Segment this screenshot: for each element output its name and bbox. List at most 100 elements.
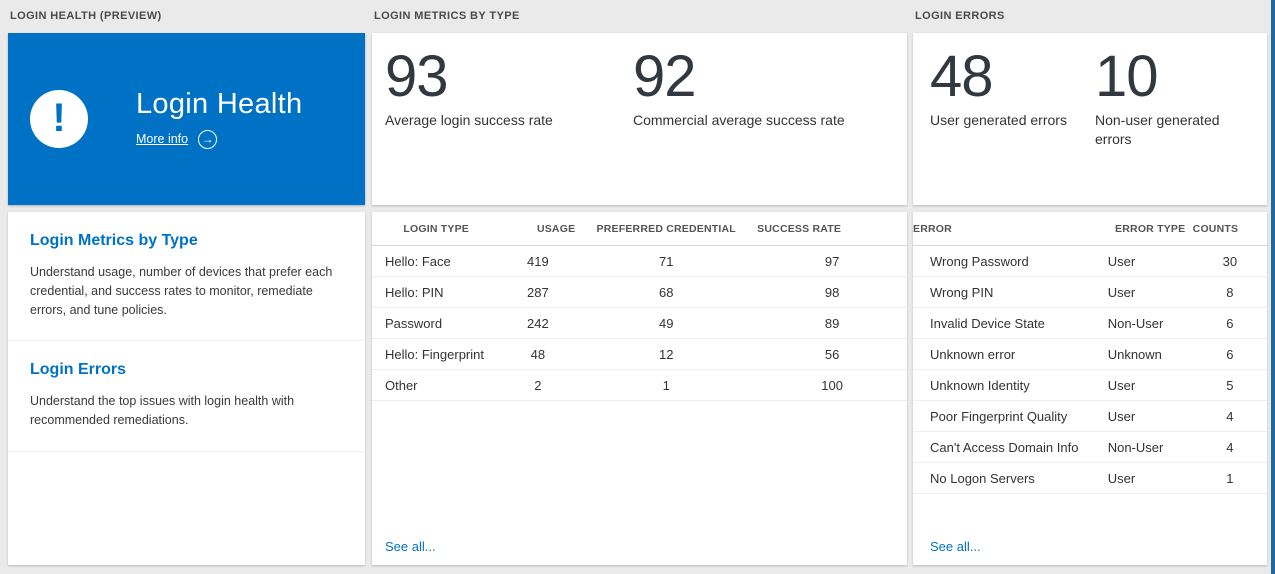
stat-label: Non-user generated errors bbox=[1095, 111, 1220, 147]
cell-success-rate: 98 bbox=[757, 276, 907, 308]
cell-login-type: Hello: PIN bbox=[372, 276, 501, 308]
column-header: ERROR bbox=[913, 212, 1108, 246]
stat-block: 92 Commercial average success rate bbox=[633, 44, 845, 130]
table-spacer bbox=[913, 494, 1267, 539]
errors-table-card: ERROR ERROR TYPE COUNTS Wrong Password U… bbox=[913, 212, 1267, 565]
info-section-link[interactable]: Login Errors Understand the top issues w… bbox=[8, 341, 365, 452]
stat-block: 93 Average login success rate bbox=[385, 44, 633, 130]
cell-error-type: User bbox=[1107, 400, 1193, 432]
exclamation-icon: ! bbox=[52, 96, 66, 140]
table-row[interactable]: Unknown Identity User 5 bbox=[913, 369, 1267, 401]
table-row[interactable]: Password 242 49 89 bbox=[372, 307, 907, 339]
stat-label: Commercial average success rate bbox=[633, 111, 845, 128]
table-row[interactable]: Unknown error Unknown 6 bbox=[913, 338, 1267, 370]
table-row[interactable]: Invalid Device State Non-User 6 bbox=[913, 307, 1267, 339]
cell-counts: 1 bbox=[1192, 462, 1267, 494]
table-header-row: ERROR ERROR TYPE COUNTS bbox=[913, 212, 1267, 246]
cell-error: Unknown Identity bbox=[913, 369, 1108, 401]
more-info-row: More info → bbox=[136, 129, 302, 149]
cell-error-type: Non-User bbox=[1107, 307, 1193, 339]
table-header-row: LOGIN TYPE USAGE PREFERRED CREDENTIAL SU… bbox=[372, 212, 907, 246]
cell-usage: 287 bbox=[500, 276, 576, 308]
stat-value: 48 bbox=[930, 44, 994, 109]
stat-value: 10 bbox=[1095, 44, 1159, 109]
column-header: SUCCESS RATE bbox=[757, 212, 907, 246]
cell-error-type: Unknown bbox=[1107, 338, 1193, 370]
cell-error: Wrong PIN bbox=[913, 276, 1108, 308]
cell-usage: 2 bbox=[500, 369, 576, 401]
cell-usage: 242 bbox=[500, 307, 576, 339]
cell-counts: 4 bbox=[1192, 431, 1267, 463]
cell-counts: 5 bbox=[1192, 369, 1267, 401]
cell-error: Wrong Password bbox=[913, 245, 1108, 277]
cell-error-type: User bbox=[1107, 369, 1193, 401]
cell-preferred-credential: 1 bbox=[575, 369, 758, 401]
table-row[interactable]: Other 2 1 100 bbox=[372, 369, 907, 401]
info-section-title: Login Errors bbox=[30, 361, 127, 379]
info-card: Login Metrics by Type Understand usage, … bbox=[8, 212, 365, 565]
column-login-health: LOGIN HEALTH (PREVIEW) ! Login Health Mo… bbox=[8, 0, 365, 565]
see-all-link-errors[interactable]: See all... bbox=[930, 539, 981, 554]
cell-counts: 30 bbox=[1192, 245, 1267, 277]
cell-success-rate: 100 bbox=[757, 369, 907, 401]
column-header: USAGE bbox=[500, 212, 576, 246]
info-section-link[interactable]: Login Metrics by Type Understand usage, … bbox=[8, 212, 365, 342]
cell-error-type: Non-User bbox=[1107, 431, 1193, 463]
arrow-right-circle-icon[interactable]: → bbox=[198, 129, 218, 149]
cell-preferred-credential: 71 bbox=[575, 245, 758, 277]
table-row[interactable]: Hello: PIN 287 68 98 bbox=[372, 276, 907, 308]
section-header-login-health: LOGIN HEALTH (PREVIEW) bbox=[10, 10, 162, 22]
cell-success-rate: 56 bbox=[757, 338, 907, 370]
login-errors-table: ERROR ERROR TYPE COUNTS Wrong Password U… bbox=[913, 212, 1267, 494]
info-section-body: Understand usage, number of devices that… bbox=[30, 265, 333, 317]
column-login-metrics: LOGIN METRICS BY TYPE 93 Average login s… bbox=[372, 0, 907, 565]
column-header: PREFERRED CREDENTIAL bbox=[575, 212, 758, 246]
cell-counts: 6 bbox=[1192, 338, 1267, 370]
arrow-glyph: → bbox=[201, 132, 214, 147]
cell-preferred-credential: 12 bbox=[575, 338, 758, 370]
table-row[interactable]: Hello: Face 419 71 97 bbox=[372, 245, 907, 277]
cell-login-type: Password bbox=[372, 307, 501, 339]
table-spacer bbox=[372, 401, 907, 539]
column-header: LOGIN TYPE bbox=[372, 212, 501, 246]
table-row[interactable]: Wrong PIN User 8 bbox=[913, 276, 1267, 308]
cell-error: Can't Access Domain Info bbox=[913, 431, 1108, 463]
login-health-tile[interactable]: ! Login Health More info → bbox=[8, 33, 365, 205]
cell-success-rate: 89 bbox=[757, 307, 907, 339]
stat-block: 48 User generated errors bbox=[930, 44, 1095, 130]
cell-counts: 6 bbox=[1192, 307, 1267, 339]
cell-error: Poor Fingerprint Quality bbox=[913, 400, 1108, 432]
cell-error-type: User bbox=[1107, 462, 1193, 494]
table-row[interactable]: Hello: Fingerprint 48 12 56 bbox=[372, 338, 907, 370]
cell-counts: 4 bbox=[1192, 400, 1267, 432]
cell-usage: 419 bbox=[500, 245, 576, 277]
table-row[interactable]: No Logon Servers User 1 bbox=[913, 462, 1267, 494]
cell-login-type: Other bbox=[372, 369, 501, 401]
column-header: ERROR TYPE bbox=[1107, 212, 1193, 246]
blade-edge-divider bbox=[1271, 0, 1275, 574]
info-section-title: Login Metrics by Type bbox=[30, 232, 198, 249]
column-login-errors: LOGIN ERRORS 48 User generated errors 10… bbox=[913, 0, 1267, 565]
cell-login-type: Hello: Face bbox=[372, 245, 501, 277]
tile-title: Login Health bbox=[136, 88, 303, 121]
see-all-link-metrics[interactable]: See all... bbox=[385, 539, 436, 554]
metrics-table-card: LOGIN TYPE USAGE PREFERRED CREDENTIAL SU… bbox=[372, 212, 907, 565]
stat-value: 92 bbox=[633, 44, 697, 109]
cell-error-type: User bbox=[1107, 245, 1193, 277]
stat-label: Average login success rate bbox=[385, 111, 553, 128]
section-header-login-errors: LOGIN ERRORS bbox=[915, 10, 1005, 22]
cell-success-rate: 97 bbox=[757, 245, 907, 277]
login-metrics-table: LOGIN TYPE USAGE PREFERRED CREDENTIAL SU… bbox=[372, 212, 907, 401]
cell-error: No Logon Servers bbox=[913, 462, 1108, 494]
stat-label: User generated errors bbox=[930, 111, 1067, 128]
metrics-stat-card: 93 Average login success rate 92 Commerc… bbox=[372, 33, 907, 205]
stat-value: 93 bbox=[385, 44, 449, 109]
table-row[interactable]: Poor Fingerprint Quality User 4 bbox=[913, 400, 1267, 432]
cell-counts: 8 bbox=[1192, 276, 1267, 308]
more-info-link[interactable]: More info bbox=[136, 132, 189, 147]
table-row[interactable]: Can't Access Domain Info Non-User 4 bbox=[913, 431, 1267, 463]
cell-error: Unknown error bbox=[913, 338, 1108, 370]
cell-login-type: Hello: Fingerprint bbox=[372, 338, 501, 370]
table-row[interactable]: Wrong Password User 30 bbox=[913, 245, 1267, 277]
